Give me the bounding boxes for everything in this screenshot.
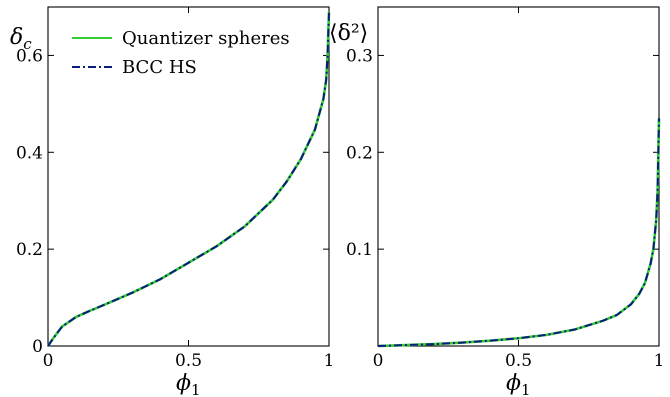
right-xtick-label: 0: [373, 351, 384, 371]
right-ticks: 0 0.5 1 0.1 0.2 0.3: [346, 7, 664, 371]
left-curves: [46, 11, 331, 347]
left-panel: 0 0.5 100.20.40.6 δc ϕ1 Quantizer spheres …: [10, 6, 334, 397]
left-xlabel-base: ϕ: [176, 371, 191, 396]
left-ylabel-base: δ: [10, 25, 23, 50]
left-ytick-label: 0: [32, 337, 43, 357]
right-curves: [377, 118, 661, 348]
right-ylabel: ⟨δ²⟩: [329, 21, 368, 46]
right-xtick-label: 1: [654, 351, 665, 371]
legend-label-quantizer: Quantizer spheres: [122, 28, 290, 49]
right-xlabel: ϕ1: [506, 371, 531, 397]
left-xtick-label: 1: [324, 351, 335, 371]
left-xtick-label: 0.5: [175, 351, 202, 371]
left-ytick-label: 0.6: [16, 46, 43, 66]
left-xlabel: ϕ1: [176, 371, 201, 397]
legend-label-bcc: BCC HS: [122, 57, 197, 78]
right-xtick-label: 0.5: [505, 351, 532, 371]
right-plot-frame: [377, 6, 660, 347]
right-series-quantizer-line: [377, 118, 661, 348]
right-ytick-label: 0.3: [346, 46, 373, 66]
left-xlabel-sub: 1: [191, 381, 201, 397]
right-panel: 0 0.5 10.10.20.3 ⟨δ²⟩ ϕ1: [329, 6, 664, 397]
left-ylabel-sub: c: [23, 35, 32, 53]
right-ytick-label: 0.1: [346, 240, 373, 260]
left-ytick-label: 0.2: [16, 240, 43, 260]
left-ylabel: δc: [10, 25, 32, 53]
legend: Quantizer spheres BCC HS: [72, 28, 290, 78]
right-ytick-label: 0.2: [346, 143, 373, 163]
left-ticks: 0 0.5 1 0 0.2 0.4 0.6: [16, 7, 334, 371]
right-xlabel-sub: 1: [521, 381, 531, 397]
right-xlabel-base: ϕ: [506, 371, 521, 396]
left-xtick-label: 0: [43, 351, 54, 371]
right-series-bcc-line: [377, 118, 660, 347]
left-ytick-label: 0.4: [16, 143, 43, 163]
left-series-bcc-line: [47, 11, 330, 347]
